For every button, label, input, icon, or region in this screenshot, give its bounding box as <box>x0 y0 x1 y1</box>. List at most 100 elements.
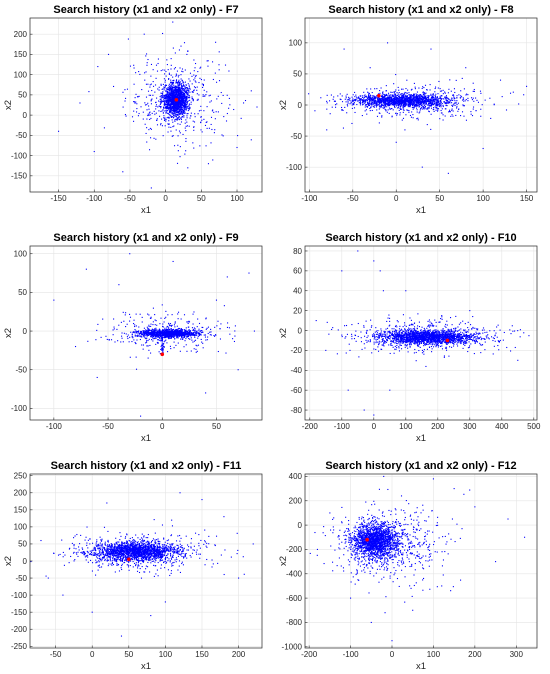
data-point <box>167 331 169 333</box>
data-point <box>178 330 180 332</box>
data-point <box>349 97 351 99</box>
data-point <box>165 120 167 122</box>
data-point <box>444 115 446 117</box>
data-point <box>169 92 171 94</box>
data-point <box>173 111 175 113</box>
data-point <box>387 104 389 106</box>
data-point <box>452 94 454 96</box>
data-point <box>431 101 434 103</box>
data-point <box>393 98 395 100</box>
data-point <box>179 96 181 98</box>
data-point <box>388 107 390 109</box>
data-point <box>167 69 169 71</box>
data-point <box>162 97 164 99</box>
data-point <box>175 103 177 105</box>
data-point <box>430 105 432 107</box>
data-point <box>428 97 430 100</box>
data-point <box>190 101 192 103</box>
data-point <box>358 97 360 99</box>
data-point <box>402 103 404 105</box>
data-point <box>146 141 148 143</box>
data-point <box>161 118 163 120</box>
data-point <box>176 331 178 333</box>
data-point <box>134 332 136 334</box>
data-point <box>179 90 181 92</box>
data-point <box>156 331 158 333</box>
data-point <box>185 130 187 132</box>
data-point <box>436 96 438 98</box>
data-point <box>179 96 181 99</box>
data-point <box>354 111 356 114</box>
data-point <box>176 90 178 92</box>
data-point <box>389 103 391 105</box>
data-point <box>374 88 376 90</box>
data-point <box>444 102 446 104</box>
data-point <box>147 102 149 104</box>
data-point <box>181 108 184 110</box>
data-point <box>187 336 189 338</box>
data-point <box>191 83 193 85</box>
data-point <box>400 94 402 96</box>
data-point <box>184 331 186 333</box>
data-point <box>365 100 367 102</box>
data-point <box>177 328 179 330</box>
data-point <box>198 335 200 337</box>
data-point <box>359 100 361 102</box>
data-point <box>226 94 228 96</box>
data-point <box>197 71 199 73</box>
data-point <box>420 95 422 97</box>
data-point <box>189 107 191 109</box>
data-point <box>210 331 212 333</box>
data-point <box>401 100 403 103</box>
data-point <box>456 106 458 108</box>
data-point <box>145 96 148 98</box>
data-point <box>421 95 423 97</box>
data-point <box>173 107 175 109</box>
data-point <box>440 97 442 99</box>
data-point <box>188 78 190 80</box>
data-point <box>167 98 169 101</box>
data-point <box>418 97 420 99</box>
data-point <box>154 319 156 321</box>
data-point <box>385 97 387 100</box>
data-point <box>145 53 148 55</box>
data-point <box>175 104 177 106</box>
data-point <box>359 95 361 97</box>
data-point <box>443 98 445 100</box>
data-point <box>391 107 393 110</box>
data-point <box>132 322 135 325</box>
data-point <box>182 100 185 102</box>
data-point <box>186 107 188 109</box>
data-point <box>359 98 361 100</box>
data-point <box>218 69 220 71</box>
data-point <box>186 92 188 94</box>
y-tick-label: -50 <box>15 131 27 140</box>
data-point <box>149 111 151 113</box>
data-point <box>405 99 407 101</box>
data-point <box>159 98 161 100</box>
data-point <box>180 90 182 92</box>
data-point <box>180 318 182 320</box>
data-point <box>168 120 170 122</box>
data-point <box>383 106 385 108</box>
data-point <box>160 92 162 94</box>
data-point <box>193 89 195 91</box>
data-point <box>188 333 190 335</box>
data-point <box>163 78 165 80</box>
data-point <box>394 102 396 104</box>
data-point <box>349 99 351 101</box>
data-point <box>377 100 379 102</box>
data-point <box>113 328 115 330</box>
data-point <box>412 98 414 100</box>
data-point <box>155 108 157 110</box>
y-tick-label: -150 <box>11 172 28 181</box>
data-point <box>178 97 180 99</box>
data-point <box>166 325 168 327</box>
data-point <box>122 171 124 173</box>
data-point <box>192 99 194 101</box>
data-point <box>167 328 169 330</box>
data-point <box>229 104 231 106</box>
data-point <box>178 79 180 81</box>
data-point <box>415 103 417 105</box>
data-point <box>150 325 152 327</box>
